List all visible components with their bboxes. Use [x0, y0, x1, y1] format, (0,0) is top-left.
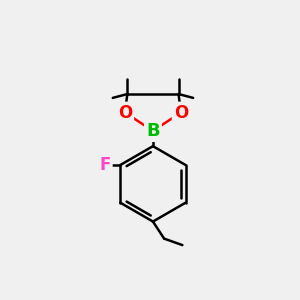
Text: F: F [99, 156, 111, 174]
Text: O: O [174, 103, 188, 122]
Text: B: B [146, 122, 160, 140]
Text: O: O [118, 103, 132, 122]
